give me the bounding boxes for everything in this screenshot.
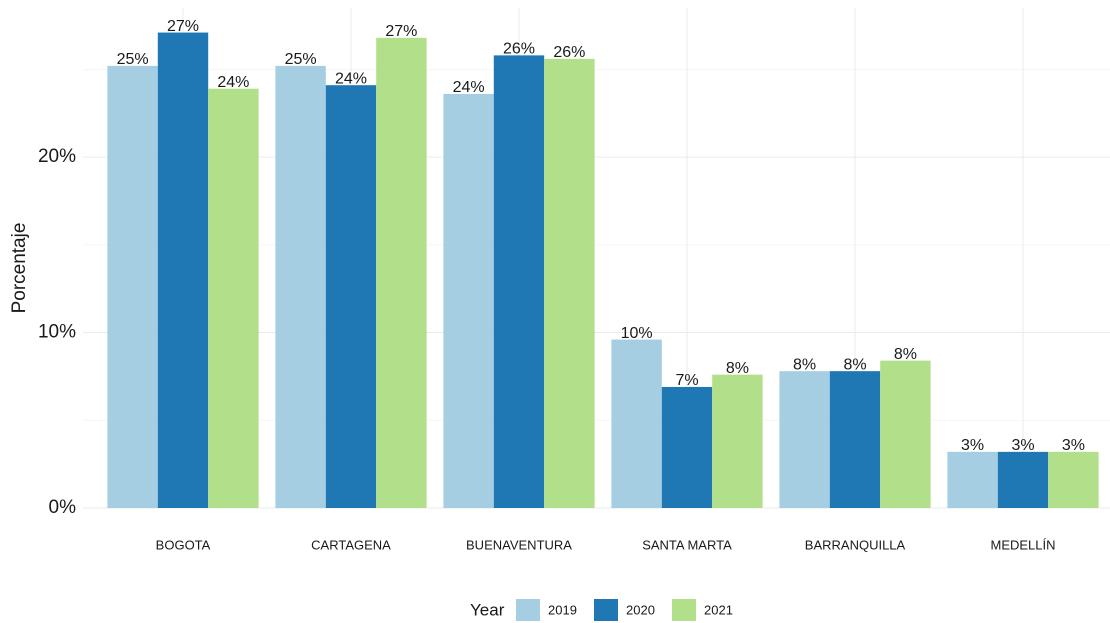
value-label: 3%	[1011, 437, 1034, 454]
value-label: 7%	[675, 372, 698, 389]
bar	[107, 65, 158, 508]
x-tick-label: BUENAVENTURA	[466, 537, 572, 552]
value-label: 3%	[961, 437, 984, 454]
bar	[208, 88, 259, 508]
bar	[544, 58, 595, 508]
value-label: 8%	[894, 346, 917, 363]
bar	[376, 37, 427, 509]
bar	[443, 93, 494, 509]
bar	[325, 85, 377, 508]
value-label: 8%	[843, 356, 866, 373]
bar	[157, 32, 209, 509]
value-label: 24%	[217, 74, 249, 91]
bar	[493, 55, 545, 509]
value-label: 26%	[503, 41, 535, 58]
x-tick-label: BARRANQUILLA	[805, 537, 906, 552]
value-label: 26%	[553, 44, 585, 61]
legend-key	[516, 599, 540, 621]
bar	[997, 451, 1049, 508]
bar	[880, 360, 931, 508]
bar	[661, 386, 713, 508]
x-tick-label: BOGOTA	[156, 537, 211, 552]
x-tick-label: CARTAGENA	[311, 537, 391, 552]
bar	[611, 339, 662, 508]
value-label: 24%	[453, 79, 485, 96]
value-label: 3%	[1062, 437, 1085, 454]
value-label: 24%	[335, 70, 367, 87]
legend-key	[672, 599, 696, 621]
value-label: 8%	[793, 356, 816, 373]
value-label: 10%	[621, 325, 653, 342]
legend-label: 2019	[548, 602, 577, 617]
y-axis-title: Porcentaje	[9, 223, 30, 314]
value-label: 25%	[117, 51, 149, 68]
bar	[947, 451, 998, 508]
legend-label: 2021	[704, 602, 733, 617]
x-tick-label: SANTA MARTA	[642, 537, 732, 552]
legend-label: 2020	[626, 602, 655, 617]
legend-key	[594, 599, 618, 621]
value-label: 8%	[726, 360, 749, 377]
bar	[275, 65, 326, 508]
x-tick-label: MEDELLÍN	[990, 537, 1055, 552]
y-tick-label: 20%	[38, 146, 76, 167]
y-tick-label: 0%	[49, 497, 77, 518]
bar	[829, 371, 881, 508]
value-label: 27%	[167, 18, 199, 35]
value-label: 27%	[385, 23, 417, 40]
legend-title: Year	[470, 600, 505, 619]
value-label: 25%	[285, 51, 317, 68]
bar	[1048, 451, 1099, 508]
bar	[779, 371, 830, 508]
y-tick-label: 10%	[38, 322, 76, 343]
bar	[712, 374, 763, 508]
